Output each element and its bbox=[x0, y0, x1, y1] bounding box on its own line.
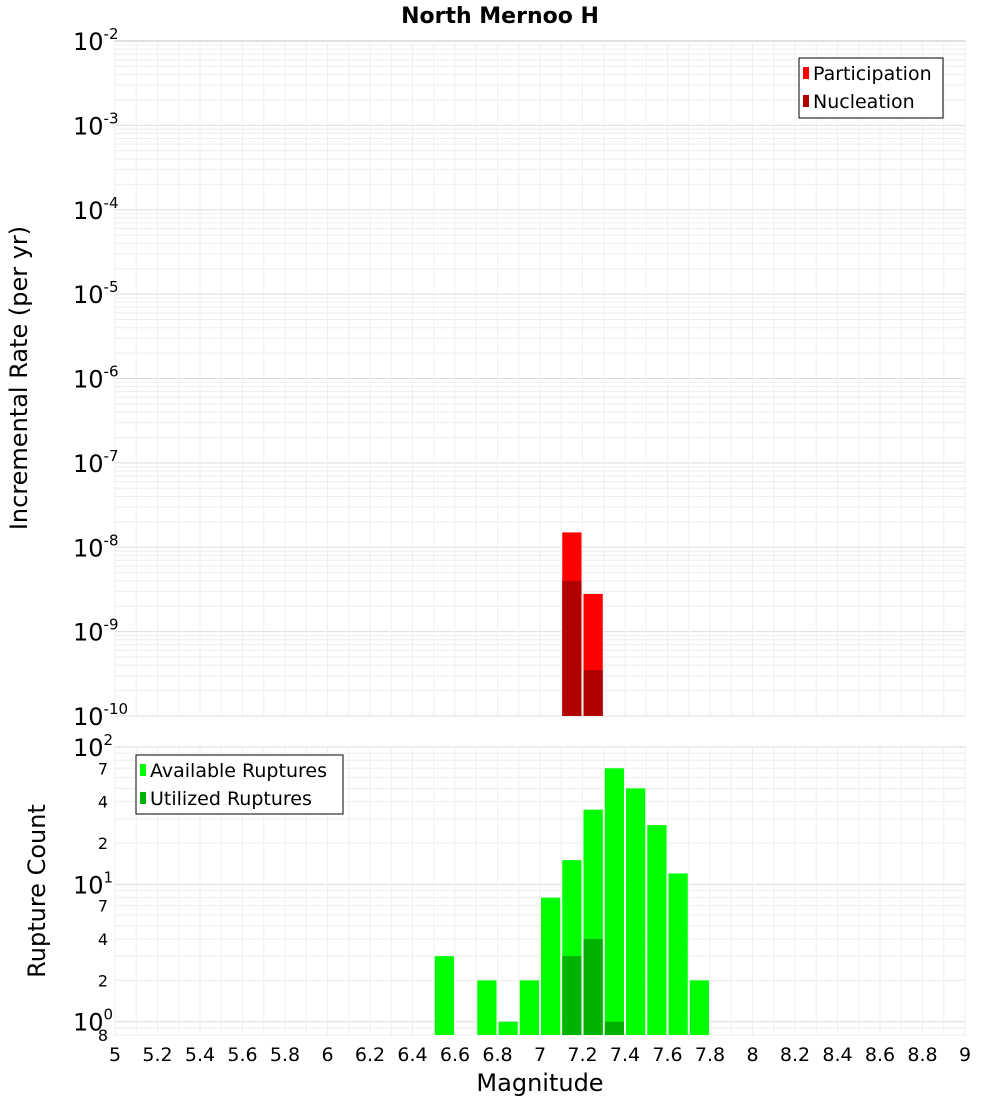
x-tick-label: 6.8 bbox=[482, 1044, 512, 1066]
nucleation-legend-label: Nucleation bbox=[813, 91, 915, 113]
rate-panel: 10-2 10-3 10-4 10-5 10-6 10-7 10-8 10-9 10-10 In… bbox=[5, 25, 966, 731]
count-y-tick-label: 4 bbox=[98, 793, 108, 812]
rate-y-tick-label: 10-3 bbox=[73, 109, 119, 140]
available-bar bbox=[689, 980, 709, 1035]
x-tick-label: 7.2 bbox=[567, 1044, 597, 1066]
x-tick-label: 8.8 bbox=[907, 1044, 937, 1066]
rate-y-tick-label: 10-9 bbox=[73, 616, 119, 647]
chart-title: North Mernoo H bbox=[401, 4, 599, 29]
x-ticks: 5 5.2 5.4 5.6 5.8 6 6.2 6.4 6.6 6.8 7 7.2 7.4 7.6 7.8 8… bbox=[109, 1044, 971, 1066]
count-legend-box bbox=[135, 754, 344, 815]
x-tick-label: 9 bbox=[959, 1044, 971, 1066]
utilized-swatch bbox=[140, 792, 146, 804]
x-tick-label: 7 bbox=[534, 1044, 546, 1066]
nucleation-bar bbox=[583, 670, 603, 716]
x-tick-label: 7.4 bbox=[610, 1044, 640, 1066]
utilized-legend-label: Utilized Ruptures bbox=[150, 788, 312, 810]
x-tick-label: 5.4 bbox=[185, 1044, 215, 1066]
nucleation-swatch bbox=[803, 95, 809, 107]
x-axis-label: Magnitude bbox=[476, 1069, 603, 1097]
participation-swatch bbox=[803, 67, 809, 79]
count-y-tick-label: 8 bbox=[98, 1026, 108, 1045]
x-tick-label: 8.2 bbox=[780, 1044, 810, 1066]
available-legend-label: Available Ruptures bbox=[150, 760, 327, 782]
rate-legend-box bbox=[798, 57, 944, 119]
x-tick-label: 8 bbox=[746, 1044, 758, 1066]
x-tick-label: 7.6 bbox=[652, 1044, 682, 1066]
count-y-tick-label: 101 bbox=[73, 868, 113, 899]
x-tick-label: 8.4 bbox=[822, 1044, 852, 1066]
rate-y-tick-label: 10-5 bbox=[73, 278, 119, 309]
available-bar bbox=[604, 768, 624, 1035]
rate-y-tick-label: 10-2 bbox=[73, 25, 119, 56]
rate-y-axis-label: Incremental Rate (per yr) bbox=[5, 226, 33, 530]
available-bar bbox=[519, 980, 539, 1035]
available-bar bbox=[647, 825, 667, 1035]
x-tick-label: 5.2 bbox=[142, 1044, 172, 1066]
x-tick-label: 6.4 bbox=[397, 1044, 427, 1066]
available-bar bbox=[477, 980, 497, 1035]
count-y-tick-label: 2 bbox=[98, 834, 108, 853]
count-legend: Available Ruptures Utilized Ruptures bbox=[135, 754, 344, 815]
count-y-tick-label: 7 bbox=[98, 759, 108, 778]
nucleation-bar bbox=[562, 580, 582, 716]
x-tick-label: 6.6 bbox=[440, 1044, 470, 1066]
count-y-axis-label: Rupture Count bbox=[23, 804, 51, 978]
count-y-tick-label: 7 bbox=[98, 897, 108, 916]
x-tick-label: 6.2 bbox=[355, 1044, 385, 1066]
x-tick-label: 5 bbox=[109, 1044, 121, 1066]
available-bar bbox=[434, 956, 454, 1035]
rate-y-ticks: 10-2 10-3 10-4 10-5 10-6 10-7 10-8 10-9 10-10 bbox=[73, 25, 128, 731]
count-y-tick-label: 2 bbox=[98, 971, 108, 990]
available-bar bbox=[541, 897, 561, 1035]
rate-y-tick-label: 10-7 bbox=[73, 447, 119, 478]
x-tick-label: 6 bbox=[321, 1044, 333, 1066]
count-y-tick-label: 102 bbox=[73, 731, 113, 762]
rate-legend: Participation Nucleation bbox=[798, 57, 944, 119]
count-bars bbox=[434, 768, 709, 1035]
utilized-bar bbox=[604, 1021, 624, 1035]
rate-bars bbox=[562, 532, 603, 716]
utilized-bar bbox=[583, 939, 603, 1035]
utilized-bar bbox=[562, 956, 582, 1035]
available-bar bbox=[626, 788, 646, 1035]
available-swatch bbox=[140, 764, 146, 776]
x-tick-label: 7.8 bbox=[695, 1044, 725, 1066]
count-y-tick-label: 4 bbox=[98, 930, 108, 949]
count-y-tick-label: 100 bbox=[73, 1006, 113, 1037]
x-tick-label: 8.6 bbox=[865, 1044, 895, 1066]
available-bar bbox=[498, 1021, 518, 1035]
available-bar bbox=[668, 873, 688, 1035]
rate-y-tick-label: 10-6 bbox=[73, 363, 119, 394]
x-tick-label: 5.8 bbox=[270, 1044, 300, 1066]
rate-grid bbox=[114, 41, 966, 717]
x-tick-label: 5.6 bbox=[227, 1044, 257, 1066]
rate-y-tick-label: 10-10 bbox=[73, 700, 128, 731]
rate-y-tick-label: 10-8 bbox=[73, 531, 119, 562]
participation-legend-label: Participation bbox=[813, 63, 932, 85]
rate-y-tick-label: 10-4 bbox=[73, 194, 119, 225]
